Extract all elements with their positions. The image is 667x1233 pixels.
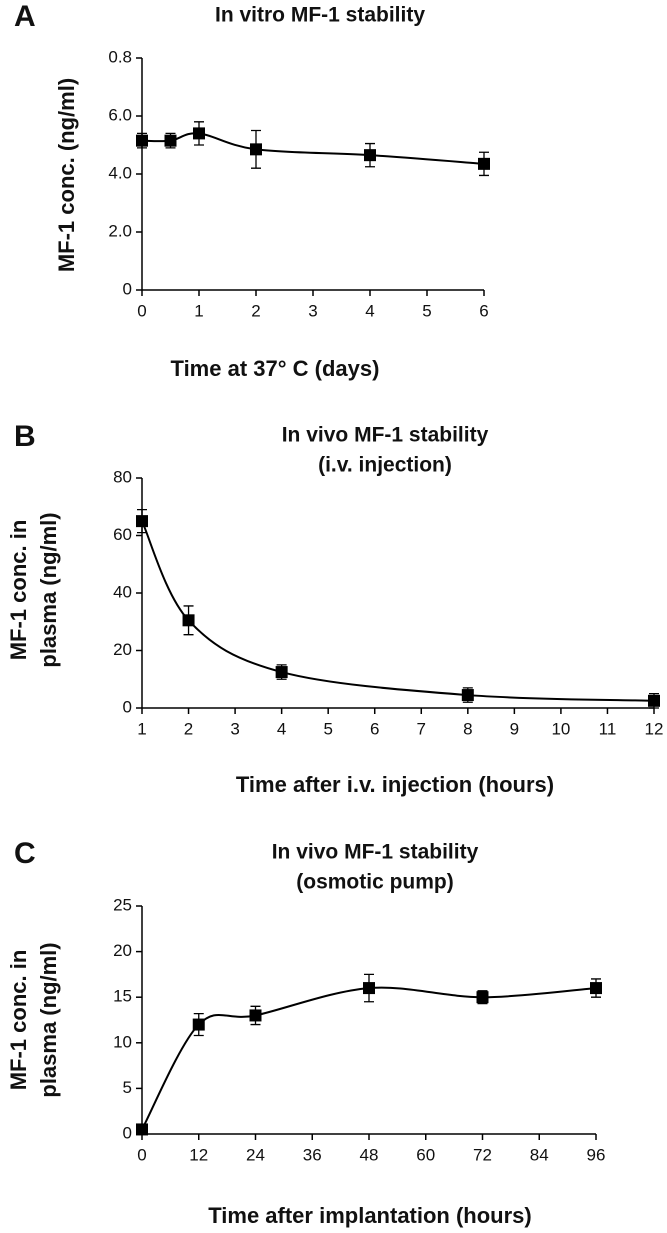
y-axis-label: MF-1 conc. in	[6, 520, 31, 661]
chart-title: In vivo MF-1 stability	[272, 841, 479, 864]
x-tick-label: 4	[277, 719, 286, 738]
x-tick-label: 8	[463, 719, 472, 738]
chart-title: (i.v. injection)	[318, 454, 452, 477]
x-tick-label: 60	[416, 1145, 435, 1164]
y-tick-label: 20	[113, 640, 132, 659]
y-axis-label: MF-1 conc. (ng/ml)	[54, 78, 79, 272]
marker	[648, 694, 660, 707]
y-tick-label: 0	[123, 697, 132, 716]
y-tick-label: 0	[123, 1123, 132, 1142]
x-tick-label: 1	[194, 301, 203, 320]
y-tick-label: 5	[123, 1078, 132, 1097]
y-tick-label: 40	[113, 582, 132, 601]
x-tick-label: 6	[370, 719, 379, 738]
x-tick-label: 84	[530, 1145, 549, 1164]
chart-title: In vitro MF-1 stability	[215, 4, 425, 27]
panel-letter: B	[14, 420, 36, 453]
marker	[590, 982, 602, 995]
x-tick-label: 5	[323, 719, 332, 738]
y-tick-label: 60	[113, 525, 132, 544]
x-tick-label: 1	[137, 719, 146, 738]
chart-title: (osmotic pump)	[296, 871, 454, 894]
x-tick-label: 6	[479, 301, 488, 320]
x-tick-label: 3	[308, 301, 317, 320]
x-tick-label: 2	[251, 301, 260, 320]
marker	[136, 134, 148, 147]
y-tick-label: 25	[113, 895, 132, 914]
y-tick-label: 80	[113, 467, 132, 486]
x-tick-label: 0	[137, 1145, 146, 1164]
marker	[478, 157, 490, 170]
x-tick-label: 96	[587, 1145, 606, 1164]
x-axis-label: Time at 37° C (days)	[171, 356, 380, 381]
curve	[141, 986, 597, 1130]
marker	[136, 1123, 148, 1136]
x-tick-label: 9	[510, 719, 519, 738]
x-tick-label: 4	[365, 301, 374, 320]
marker	[461, 689, 474, 702]
y-tick-label: 2.0	[108, 221, 132, 240]
y-tick-label: 4.0	[108, 163, 132, 182]
x-tick-label: 12	[189, 1145, 208, 1164]
marker	[182, 614, 195, 627]
y-tick-label: 10	[113, 1032, 132, 1051]
x-axis-label: Time after i.v. injection (hours)	[236, 772, 554, 797]
marker	[249, 1009, 262, 1022]
marker	[193, 127, 205, 140]
x-tick-label: 12	[645, 719, 664, 738]
panel-letter: A	[14, 0, 36, 33]
y-axis-label: plasma (ng/ml)	[36, 512, 61, 667]
curve	[141, 520, 655, 702]
x-tick-label: 11	[599, 719, 617, 738]
x-tick-label: 2	[184, 719, 193, 738]
x-tick-label: 0	[137, 301, 146, 320]
x-tick-label: 24	[246, 1145, 265, 1164]
chart-title: In vivo MF-1 stability	[282, 424, 489, 447]
y-tick-label: 20	[113, 941, 132, 960]
marker	[136, 515, 148, 528]
marker	[364, 149, 376, 162]
x-tick-label: 72	[473, 1145, 492, 1164]
marker	[250, 143, 262, 156]
marker	[275, 666, 288, 679]
x-tick-label: 48	[360, 1145, 379, 1164]
y-tick-label: 0.8	[108, 47, 132, 66]
x-tick-label: 36	[303, 1145, 322, 1164]
marker	[363, 982, 375, 995]
x-tick-label: 7	[417, 719, 426, 738]
y-tick-label: 0	[123, 279, 132, 298]
marker	[192, 1018, 205, 1031]
y-tick-label: 15	[113, 987, 132, 1006]
x-tick-label: 10	[551, 719, 570, 738]
x-axis-label: Time after implantation (hours)	[208, 1203, 532, 1228]
marker	[164, 134, 177, 147]
y-axis-label: plasma (ng/ml)	[36, 942, 61, 1097]
y-tick-label: 6.0	[108, 105, 132, 124]
y-axis-label: MF-1 conc. in	[6, 950, 31, 1091]
x-tick-label: 5	[422, 301, 431, 320]
marker	[476, 991, 489, 1004]
x-tick-label: 3	[230, 719, 239, 738]
panel-letter: C	[14, 837, 36, 870]
